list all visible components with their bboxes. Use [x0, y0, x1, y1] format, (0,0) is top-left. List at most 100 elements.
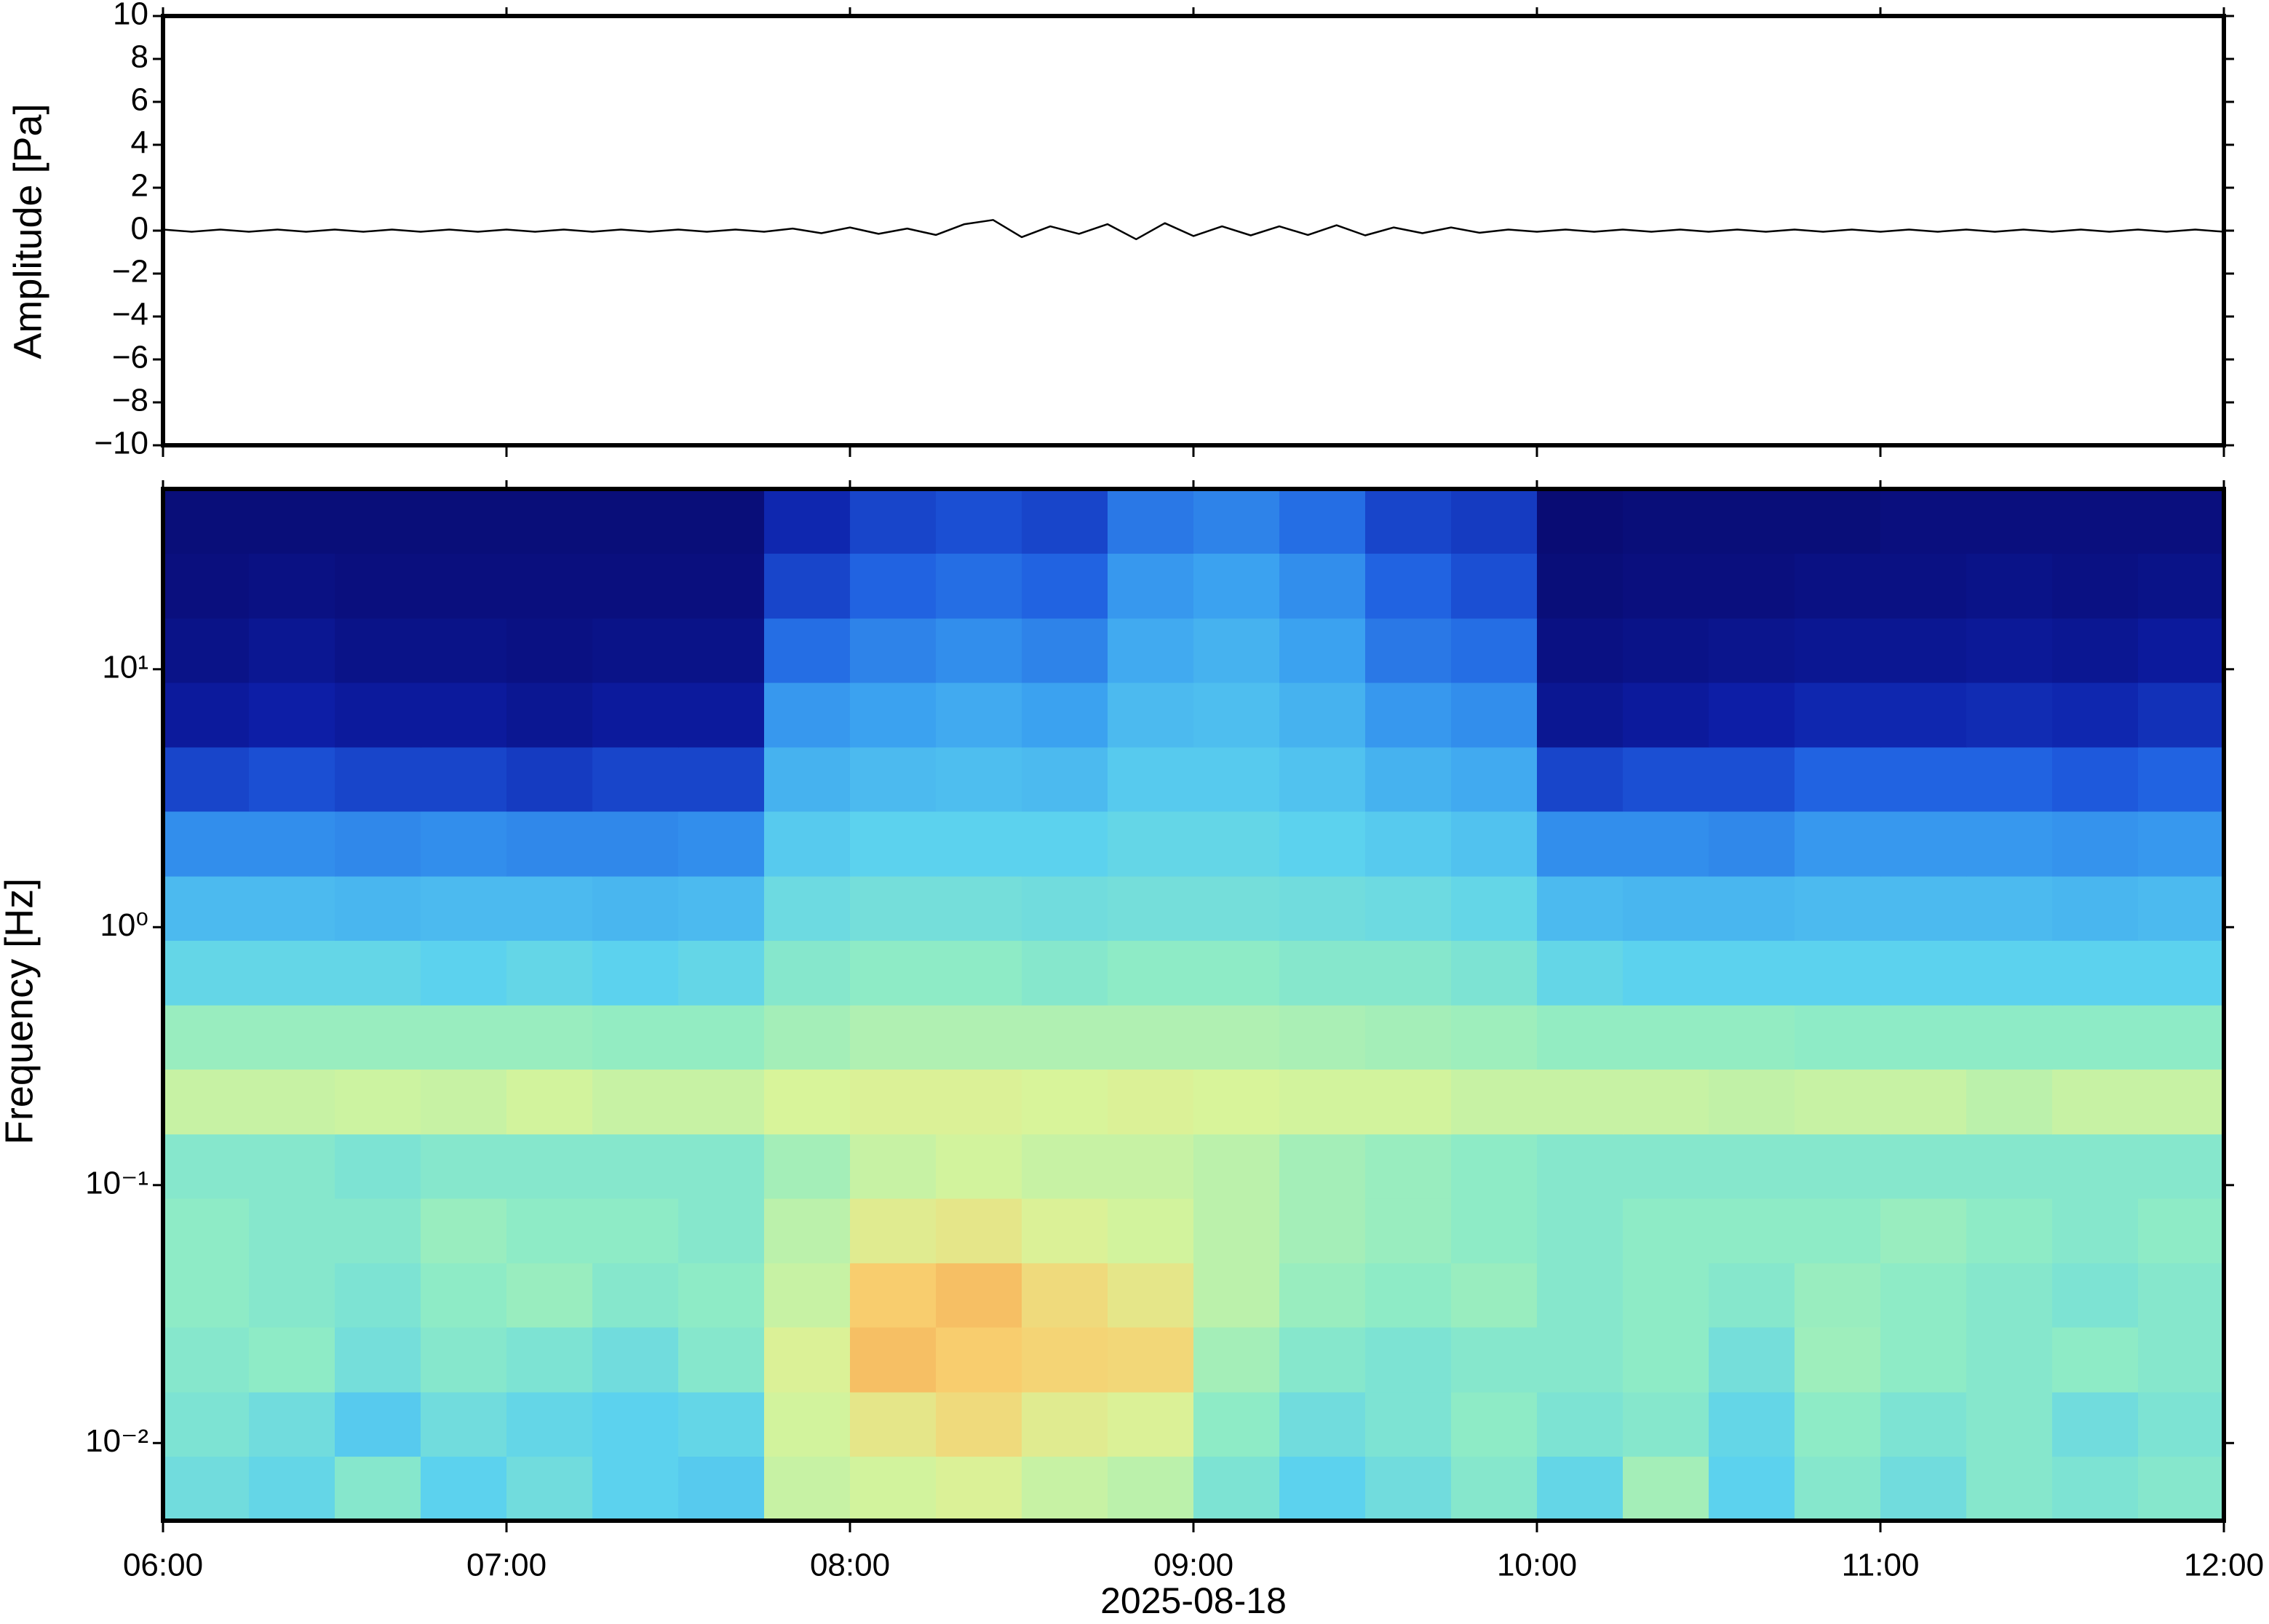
spectrogram-cell [2052, 682, 2139, 748]
spectrogram-cell [2052, 811, 2139, 877]
spectrogram-cell [850, 1198, 937, 1264]
spectrogram-cell [163, 553, 250, 619]
spectrogram-cell [421, 618, 507, 683]
spectrogram-cell [1279, 682, 1366, 748]
spectrogram-cell [1108, 747, 1194, 812]
spectrogram-cell [1279, 1391, 1366, 1457]
spectrogram-cell [1022, 1391, 1108, 1457]
spectrogram-cell [1193, 618, 1280, 683]
spectrogram-cell [421, 1326, 507, 1393]
spectrogram-cell [1966, 1005, 2053, 1070]
spectrogram-cell [1623, 489, 1709, 554]
spectrogram-cell [163, 1262, 250, 1328]
spectrogram-cell [506, 489, 593, 554]
spectrogram-cell [2138, 1134, 2225, 1199]
spectrogram-cell [1709, 553, 1795, 619]
spectrogram-cell [1365, 940, 1452, 1006]
spectrogram-cell [1451, 618, 1538, 683]
spectrogram-cell [592, 1069, 679, 1135]
spectrogram-cell [1365, 1005, 1452, 1070]
spectrogram-cell [850, 747, 937, 812]
spectrogram-cell [936, 553, 1022, 619]
spectrogram-cell [936, 1134, 1022, 1199]
spectrogram-cell [678, 1326, 765, 1393]
spectrogram-cell [421, 875, 507, 942]
spectrogram-cell [1537, 940, 1624, 1006]
spectrogram-cell [592, 1326, 679, 1393]
spectrogram-cell [1795, 1134, 1881, 1199]
spectrogram-cell [2138, 747, 2225, 812]
spectrogram-cell [1193, 1069, 1280, 1135]
spectrogram-cell [678, 747, 765, 812]
spectrogram-cell [335, 1391, 421, 1457]
spectrogram-cell [1365, 682, 1452, 748]
spectrogram-cell [335, 1069, 421, 1135]
spectrogram-cell [163, 1198, 250, 1264]
spectrogram-cell [1108, 1326, 1194, 1393]
spectrogram-cell [592, 875, 679, 942]
spectrogram-cell [421, 1005, 507, 1070]
spectrogram-cell [1022, 747, 1108, 812]
spectrogram-cell [1709, 1456, 1795, 1521]
spectrogram-cell [1795, 553, 1881, 619]
spectrogram-cell [1279, 811, 1366, 877]
spectrogram-cell [1795, 1005, 1881, 1070]
spectrogram-cell [249, 553, 335, 619]
spectrogram-cell [936, 682, 1022, 748]
spectrogram-cell [850, 1005, 937, 1070]
spectrogram-cell [1623, 682, 1709, 748]
spectrogram-cell [936, 1005, 1022, 1070]
spectrogram-cell [1966, 618, 2053, 683]
spectrogram-cell [421, 682, 507, 748]
spectrogram-cell [1880, 1391, 1967, 1457]
spectrogram-cell [678, 811, 765, 877]
spectrogram-cell [936, 1198, 1022, 1264]
spectrogram-cell [335, 1262, 421, 1328]
spectrogram-cell [1880, 553, 1967, 619]
spectrogram-cell [936, 489, 1022, 554]
spectrogram-cell [1709, 811, 1795, 877]
spectrogram-cell [1623, 940, 1709, 1006]
spectrogram-cell [163, 940, 250, 1006]
y-tick-label: 4 [131, 125, 148, 161]
spectrogram-cell [1966, 1391, 2053, 1457]
spectrogram-cell [2138, 1198, 2225, 1264]
spectrogram-cell [1193, 682, 1280, 748]
spectrogram-cell [1795, 1198, 1881, 1264]
spectrogram-cell [163, 1326, 250, 1393]
spectrogram-cell [2138, 1456, 2225, 1521]
spectrogram-cell [1880, 1069, 1967, 1135]
spectrogram-cell [1966, 682, 2053, 748]
spectrogram-cell [1022, 875, 1108, 942]
spectrogram-cell [1880, 940, 1967, 1006]
x-tick-label: 11:00 [1842, 1548, 1920, 1583]
spectrogram-cell [764, 618, 851, 683]
spectrogram-cell [249, 1069, 335, 1135]
y-tick-label: 8 [131, 39, 148, 75]
spectrogram-cell [592, 1262, 679, 1328]
spectrogram-cell [1709, 1134, 1795, 1199]
spectrogram-cell [2138, 682, 2225, 748]
spectrogram-cell [592, 489, 679, 554]
spectrogram-cell [764, 1262, 851, 1328]
spectrogram-cell [678, 1456, 765, 1521]
spectrogram-cell [936, 940, 1022, 1006]
spectrogram-cell [1623, 618, 1709, 683]
spectrogram-cell [1365, 1198, 1452, 1264]
spectrogram-cell [1623, 1069, 1709, 1135]
spectrogram-cell [1966, 811, 2053, 877]
spectrogram-cell [1966, 1262, 2053, 1328]
spectrogram-cell [1279, 1198, 1366, 1264]
spectrogram-cell [1193, 489, 1280, 554]
spectrogram-cell [1966, 875, 2053, 942]
spectrogram-cell [421, 1069, 507, 1135]
spectrogram-cell [1365, 1262, 1452, 1328]
spectrogram-cell [1279, 553, 1366, 619]
spectrogram-cell [2052, 1198, 2139, 1264]
spectrogram-cell [1022, 682, 1108, 748]
spectrogram-cell [1880, 1198, 1967, 1264]
spectrogram-cell [1279, 1069, 1366, 1135]
spectrogram-cell [1880, 618, 1967, 683]
spectrogram-cell [678, 553, 765, 619]
